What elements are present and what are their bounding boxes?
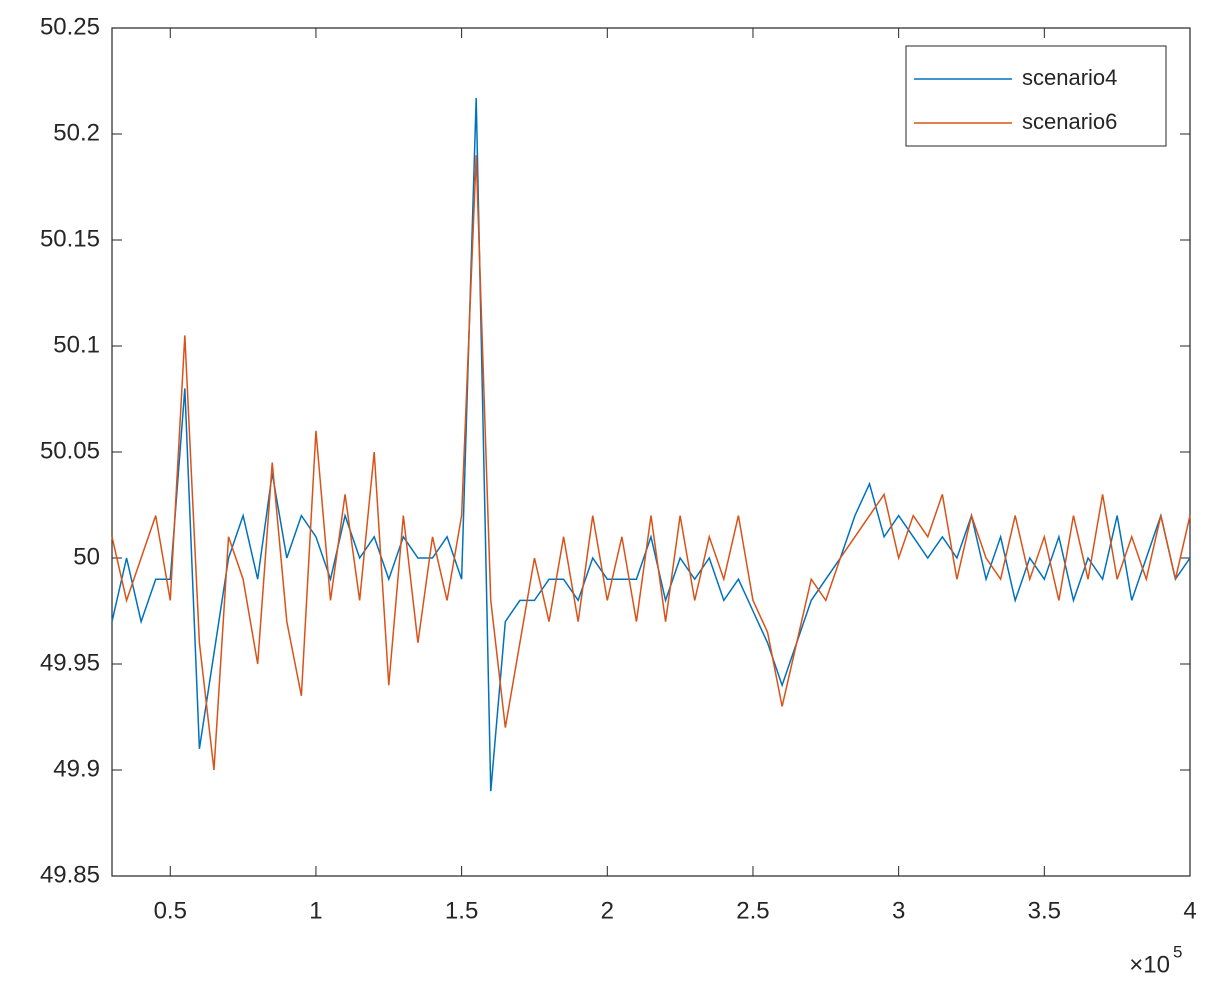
x-multiplier: ×10 xyxy=(1129,951,1170,978)
line xyxy=(111,155,1191,771)
x-tick-label: 3.5 xyxy=(1028,897,1061,924)
x-tick-label: 3 xyxy=(892,897,905,924)
x-tick-label: 1 xyxy=(309,897,322,924)
x-tick-label: 4 xyxy=(1183,897,1196,924)
y-tick-label: 50.05 xyxy=(40,437,100,464)
y-tick-label: 50 xyxy=(73,543,100,570)
y-tick-label: 50.2 xyxy=(53,119,100,146)
y-tick-label: 49.85 xyxy=(40,861,100,888)
y-tick-label: 49.9 xyxy=(53,755,100,782)
x-tick-label: 2 xyxy=(601,897,614,924)
y-tick-label: 50.1 xyxy=(53,331,100,358)
y-tick-label: 50.25 xyxy=(40,13,100,40)
plot-area xyxy=(111,27,1191,877)
line xyxy=(111,97,1191,792)
legend-box xyxy=(905,45,1167,147)
x-tick-label: 2.5 xyxy=(736,897,769,924)
x-tick-label: 1.5 xyxy=(445,897,478,924)
y-tick-label: 50.15 xyxy=(40,225,100,252)
legend-label: scenario4 xyxy=(1022,65,1117,90)
y-tick-label: 49.95 xyxy=(40,649,100,676)
legend-label: scenario6 xyxy=(1022,109,1117,134)
x-tick-label: 0.5 xyxy=(154,897,187,924)
x-exponent: 5 xyxy=(1173,942,1182,961)
